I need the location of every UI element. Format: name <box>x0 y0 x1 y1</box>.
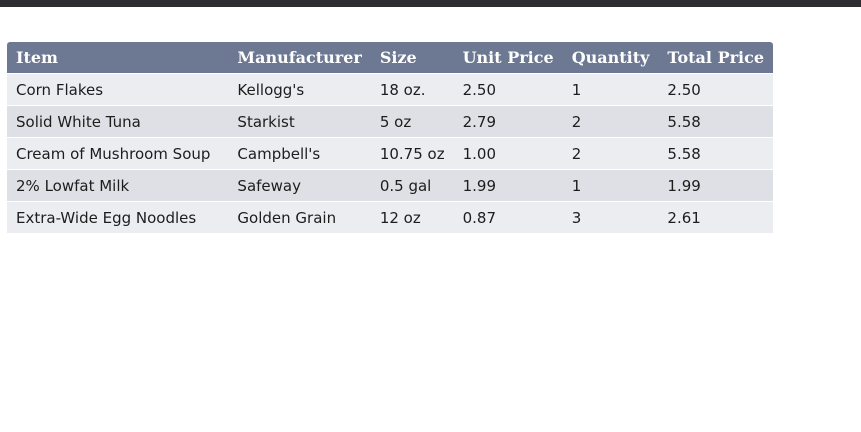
column-header-total-price[interactable]: Total Price <box>667 48 765 67</box>
header-row: Item Manufacturer Size Unit Price Quanti… <box>7 42 774 74</box>
cell-manufacturer: Starkist <box>228 105 371 138</box>
cell-quantity: 2 <box>562 105 659 138</box>
column-header-size[interactable]: Size <box>379 48 417 67</box>
cell-size: 12 oz <box>370 201 454 233</box>
cell-item: Solid White Tuna <box>7 105 229 138</box>
cell-item: Extra-Wide Egg Noodles <box>7 201 229 233</box>
table-row: 2% Lowfat Milk Safeway 0.5 gal 1.99 1 1.… <box>7 169 774 202</box>
cell-manufacturer: Safeway <box>228 169 371 202</box>
cell-total-price: 1.99 <box>658 169 774 202</box>
column-header-unit-price[interactable]: Unit Price <box>462 48 554 67</box>
cell-size: 10.75 oz <box>370 137 454 170</box>
cell-unit-price: 2.79 <box>453 105 563 138</box>
cell-unit-price: 1.99 <box>453 169 563 202</box>
cell-quantity: 3 <box>562 201 659 233</box>
cell-quantity: 1 <box>562 73 659 106</box>
cell-item: Corn Flakes <box>7 73 229 106</box>
table-row: Corn Flakes Kellogg's 18 oz. 2.50 1 2.50 <box>7 73 774 106</box>
cell-quantity: 2 <box>562 137 659 170</box>
cell-size: 18 oz. <box>370 73 454 106</box>
cell-manufacturer: Kellogg's <box>228 73 371 106</box>
grocery-table: Item Manufacturer Size Unit Price Quanti… <box>7 42 774 233</box>
cell-manufacturer: Campbell's <box>228 137 371 170</box>
table-row: Cream of Mushroom Soup Campbell's 10.75 … <box>7 137 774 170</box>
cell-total-price: 5.58 <box>658 137 774 170</box>
table-header: Item Manufacturer Size Unit Price Quanti… <box>7 42 774 74</box>
column-header-quantity[interactable]: Quantity <box>571 48 650 67</box>
column-header-item[interactable]: Item <box>16 48 58 67</box>
cell-size: 5 oz <box>370 105 454 138</box>
window-top-bar <box>0 0 861 7</box>
table-row: Solid White Tuna Starkist 5 oz 2.79 2 5.… <box>7 105 774 138</box>
cell-size: 0.5 gal <box>370 169 454 202</box>
table-body: Corn Flakes Kellogg's 18 oz. 2.50 1 2.50… <box>7 73 774 233</box>
cell-item: 2% Lowfat Milk <box>7 169 229 202</box>
table-row: Extra-Wide Egg Noodles Golden Grain 12 o… <box>7 201 774 233</box>
cell-manufacturer: Golden Grain <box>228 201 371 233</box>
grocery-table-container: Item Manufacturer Size Unit Price Quanti… <box>7 42 774 233</box>
cell-quantity: 1 <box>562 169 659 202</box>
cell-total-price: 5.58 <box>658 105 774 138</box>
cell-total-price: 2.50 <box>658 73 774 106</box>
cell-unit-price: 2.50 <box>453 73 563 106</box>
cell-unit-price: 1.00 <box>453 137 563 170</box>
cell-unit-price: 0.87 <box>453 201 563 233</box>
cell-item: Cream of Mushroom Soup <box>7 137 229 170</box>
cell-total-price: 2.61 <box>658 201 774 233</box>
column-header-manufacturer[interactable]: Manufacturer <box>237 48 362 67</box>
